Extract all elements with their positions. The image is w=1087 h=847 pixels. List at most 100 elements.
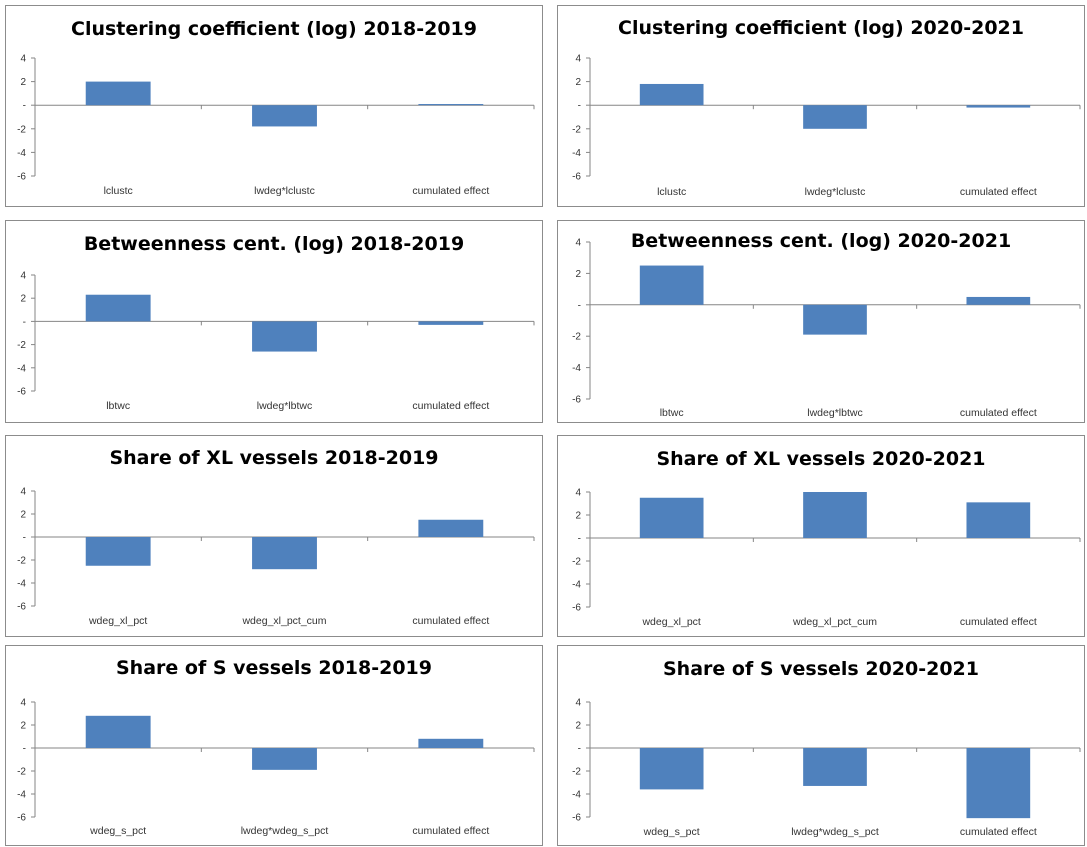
bar [252, 105, 317, 127]
bar [639, 497, 704, 538]
y-tick-label: -6 [572, 172, 581, 183]
chart-title: Share of S vessels 2020-2021 [663, 658, 979, 680]
category-label: cumulated effect [960, 186, 1037, 198]
chart-title: Clustering coefficient (log) 2018-2019 [71, 18, 477, 40]
category-label: cumulated effect [412, 400, 489, 412]
y-tick-label: -4 [572, 363, 581, 374]
y-tick-label: 4 [20, 487, 26, 498]
bar [803, 304, 867, 335]
y-tick-label: -2 [572, 767, 581, 778]
chart-title: Share of XL vessels 2020-2021 [656, 448, 985, 470]
bar [418, 519, 484, 537]
bar [252, 748, 317, 770]
y-tick-label: -2 [572, 332, 581, 343]
bar-chart: Share of XL vessels 2020-2021 4 2 - -2 -4 -6 wd… [572, 448, 1081, 628]
bar [639, 265, 704, 305]
bar-chart: Share of S vessels 2020-2021 4 2 - -2 -4 -6 wde… [572, 658, 1081, 838]
category-label: lwdeg*lclustc [805, 186, 866, 198]
bar-chart: Share of XL vessels 2018-2019 4 2 - -2 -4 -6 wd… [17, 447, 535, 627]
y-tick-label: 4 [20, 271, 26, 282]
category-label: lbtwc [106, 400, 130, 412]
y-tick-label: -6 [17, 602, 26, 613]
category-label: lwdeg*wdeg_s_pct [791, 826, 879, 838]
y-tick-label: 2 [20, 510, 26, 521]
bar-chart: Clustering coefficient (log) 2018-2019 4 2… [17, 18, 535, 197]
category-label: lwdeg*lbtwc [257, 400, 312, 412]
bar-chart: Betweenness cent. (log) 2018-2019 4 2 - -2 -4… [17, 233, 535, 412]
y-tick-label: -6 [17, 172, 26, 183]
y-tick-label: -2 [17, 556, 26, 567]
chart-panel-clustering-2018-2019: Clustering coefficient (log) 2018-2019 4 2… [5, 5, 543, 207]
chart-panel-xl-vessels-2018-2019: Share of XL vessels 2018-2019 4 2 - -2 -4 -6 wd… [5, 435, 543, 637]
bar-chart: Share of S vessels 2018-2019 4 2 - -2 -4 -6 wde… [17, 657, 535, 837]
bar [803, 105, 867, 129]
bar [803, 748, 867, 786]
category-label: wdeg_xl_pct_cum [792, 616, 877, 628]
y-tick-label: 4 [20, 698, 26, 709]
y-tick-label: - [23, 101, 26, 112]
y-tick-label: -4 [17, 363, 26, 374]
bar [85, 294, 151, 322]
chart-panel-s-vessels-2020-2021: Share of S vessels 2020-2021 4 2 - -2 -4 -6 wde… [557, 645, 1085, 846]
category-label: cumulated effect [412, 825, 489, 837]
chart-panel-betweenness-2018-2019: Betweenness cent. (log) 2018-2019 4 2 - -2 -4… [5, 220, 543, 423]
chart-panel-betweenness-2020-2021: Betweenness cent. (log) 2020-2021 4 2 - -2 -4… [557, 220, 1085, 423]
y-tick-label: 2 [575, 511, 581, 522]
category-label: cumulated effect [960, 407, 1037, 419]
y-tick-label: 2 [575, 721, 581, 732]
y-tick-label: -4 [17, 579, 26, 590]
category-label: wdeg_xl_pct [641, 616, 700, 628]
y-tick-label: - [23, 533, 26, 544]
y-tick-label: -2 [17, 767, 26, 778]
category-label: lwdeg*lbtwc [807, 407, 862, 419]
y-tick-label: -4 [572, 790, 581, 801]
bar [85, 537, 151, 566]
y-tick-label: 2 [575, 269, 581, 280]
bar [85, 81, 151, 106]
y-tick-label: - [578, 534, 581, 545]
category-label: lclustc [104, 185, 133, 197]
bar [639, 748, 704, 790]
y-tick-label: -6 [17, 387, 26, 398]
category-label: cumulated effect [960, 616, 1037, 628]
bar [418, 104, 484, 106]
bar [966, 748, 1031, 819]
y-tick-label: -2 [572, 124, 581, 135]
chart-panel-xl-vessels-2020-2021: Share of XL vessels 2020-2021 4 2 - -2 -4 -6 wd… [557, 435, 1085, 637]
y-tick-label: 2 [20, 294, 26, 305]
y-tick-label: 4 [575, 488, 581, 499]
category-label: lwdeg*lclustc [254, 185, 315, 197]
bar [966, 502, 1031, 538]
category-label: wdeg_xl_pct_cum [241, 615, 326, 627]
bar [803, 492, 867, 538]
y-tick-label: 4 [575, 54, 581, 65]
y-tick-label: -4 [17, 790, 26, 801]
chart-panel-clustering-2020-2021: Clustering coefficient (log) 2020-2021 4 2… [557, 5, 1085, 207]
chart-title: Clustering coefficient (log) 2020-2021 [618, 17, 1024, 39]
y-tick-label: -2 [17, 340, 26, 351]
bar [252, 537, 317, 570]
bar [966, 296, 1031, 305]
y-tick-label: 2 [575, 77, 581, 88]
y-tick-label: 2 [20, 721, 26, 732]
y-tick-label: -4 [572, 148, 581, 159]
category-label: lbtwc [660, 407, 684, 419]
category-label: wdeg_s_pct [643, 826, 700, 838]
y-tick-label: 4 [20, 54, 26, 65]
category-label: wdeg_xl_pct [88, 615, 147, 627]
bar [639, 83, 704, 106]
y-tick-label: -4 [572, 580, 581, 591]
y-tick-label: - [578, 744, 581, 755]
bar [418, 321, 484, 325]
y-tick-label: -2 [17, 124, 26, 135]
y-tick-label: - [578, 300, 581, 311]
y-tick-label: - [578, 101, 581, 112]
y-tick-label: - [23, 744, 26, 755]
y-tick-label: 4 [575, 698, 581, 709]
chart-panel-s-vessels-2018-2019: Share of S vessels 2018-2019 4 2 - -2 -4 -6 wde… [5, 645, 543, 846]
chart-title: Betweenness cent. (log) 2018-2019 [84, 233, 464, 255]
y-tick-label: -6 [17, 813, 26, 824]
bar [418, 738, 484, 748]
bar [85, 715, 151, 748]
category-label: lwdeg*wdeg_s_pct [241, 825, 329, 837]
